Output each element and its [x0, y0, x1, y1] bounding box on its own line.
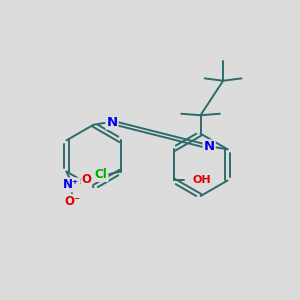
Text: Cl: Cl — [95, 168, 108, 181]
Text: N: N — [204, 140, 215, 153]
Text: N: N — [106, 116, 118, 129]
Text: O⁻: O⁻ — [64, 195, 81, 208]
Text: OH: OH — [192, 176, 211, 185]
Text: O: O — [81, 173, 92, 186]
Text: N⁺: N⁺ — [63, 178, 79, 191]
